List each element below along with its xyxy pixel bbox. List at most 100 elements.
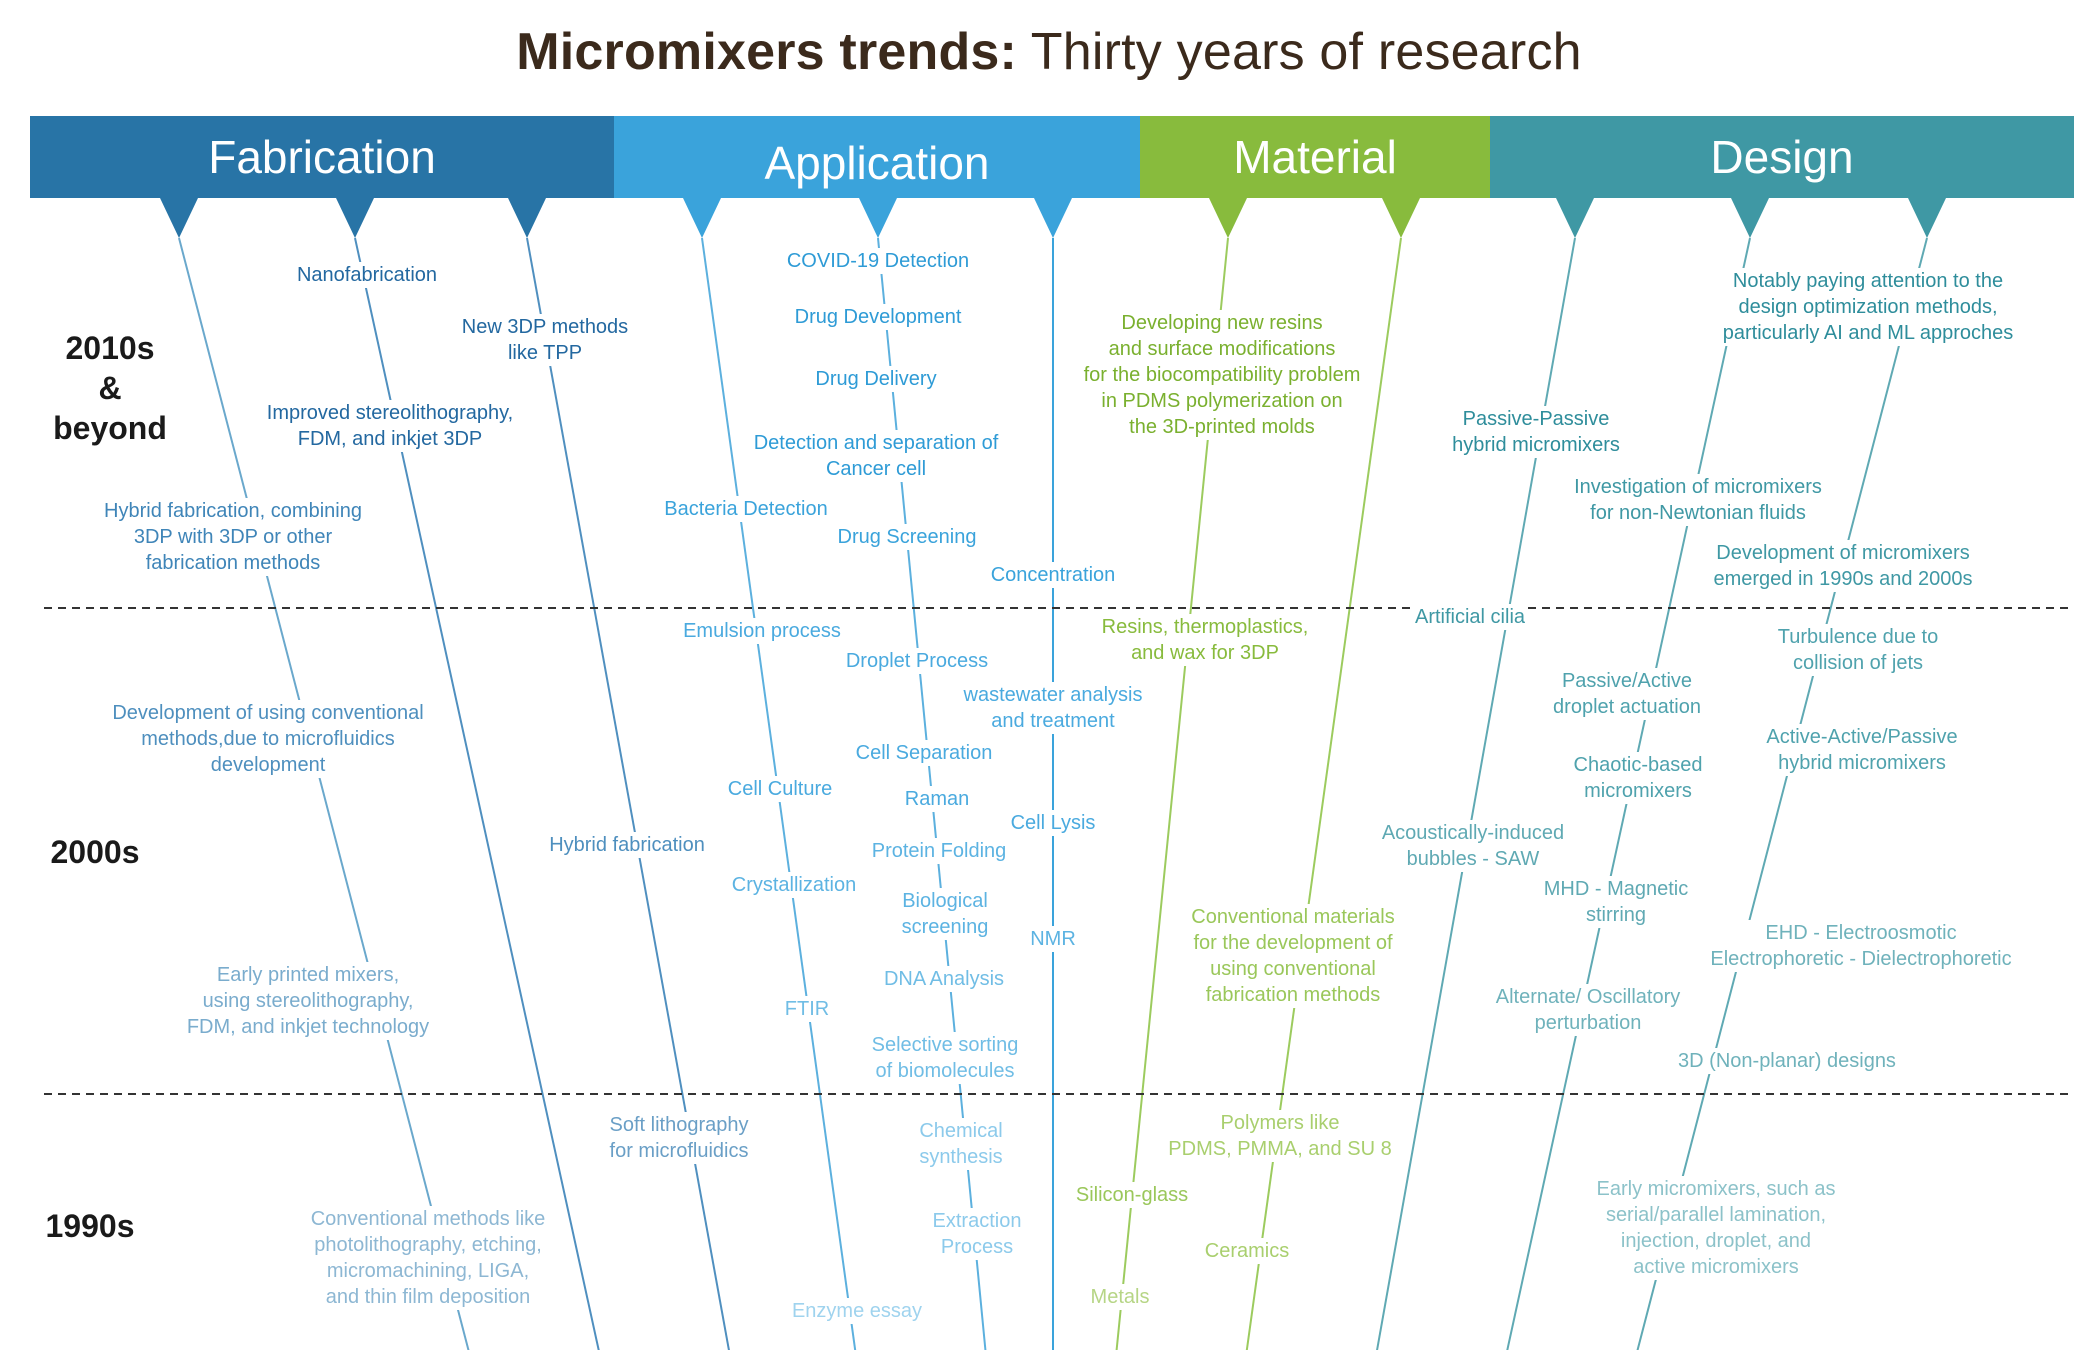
label-covid-detection: COVID-19 Detection	[783, 248, 973, 274]
label-metals-text: Metals	[1090, 1286, 1150, 1308]
label-new-resins-3: for the biocompatibility problem	[1083, 364, 1361, 386]
label-pp-2: hybrid micromixers	[1452, 434, 1620, 456]
label-nmr-text: NMR	[1030, 928, 1076, 950]
label-conv-methods-2: photolithography, etching,	[314, 1234, 542, 1256]
label-early-printed-mixers: Early printed mixers, using stereolithogr…	[183, 962, 433, 1040]
label-turbulence-1: Turbulence due to	[1777, 626, 1939, 648]
pointer-des-3	[1908, 198, 1946, 238]
label-drug-delivery: Drug Delivery	[812, 366, 940, 392]
label-new-3dp-2: like TPP	[507, 342, 583, 364]
label-new-resins-5: the 3D-printed molds	[1129, 416, 1315, 438]
label-raman-text: Raman	[904, 788, 970, 810]
category-label-fabrication: Fabrication	[208, 131, 436, 183]
pointer-fab-2	[336, 198, 374, 238]
label-biological-screening: Biological screening	[898, 888, 992, 940]
label-early-1: Early micromixers, such as	[1596, 1178, 1836, 1200]
label-non-newton-2: for non-Newtonian fluids	[1590, 502, 1806, 524]
label-nanofabrication-text: Nanofabrication	[296, 264, 438, 286]
label-hybrid-combining: Hybrid fabrication, combining 3DP with 3D…	[101, 498, 365, 576]
label-chemical-synthesis: Chemical synthesis	[916, 1118, 1006, 1170]
label-dev-conv-3: development	[210, 754, 326, 776]
label-3d-nonplanar: 3D (Non-planar) designs	[1675, 1048, 1899, 1074]
label-ehd-2: Electrophoretic - Dielectrophoretic	[1710, 948, 2012, 970]
label-silicon-text: Silicon-glass	[1075, 1184, 1189, 1206]
category-band-material: Material	[1140, 116, 1490, 198]
label-cancer-1: Detection and separation of	[753, 432, 999, 454]
label-conv-mat-4: fabrication methods	[1205, 984, 1381, 1006]
label-cell-culture: Cell Culture	[724, 776, 836, 802]
label-mhd-2: stirring	[1585, 904, 1647, 926]
category-band-design: Design	[1490, 116, 2074, 198]
label-raman: Raman	[901, 786, 973, 812]
label-drug-screening: Drug Screening	[834, 524, 980, 550]
label-alternate-1: Alternate/ Oscillatory	[1495, 986, 1681, 1008]
label-conventional-methods: Conventional methods like photolithograph…	[307, 1206, 549, 1310]
label-early-printed-3: FDM, and inkjet technology	[186, 1016, 430, 1038]
label-drug-screen-text: Drug Screening	[837, 526, 977, 548]
pointer-app-1	[683, 198, 721, 238]
label-polymers: Polymers like PDMS, PMMA, and SU 8	[1165, 1110, 1395, 1162]
label-cancer-cell: Detection and separation of Cancer cell	[750, 430, 1002, 482]
label-cell-separation: Cell Separation	[852, 740, 996, 766]
label-ceramics: Ceramics	[1201, 1238, 1293, 1264]
label-early-printed-2: using stereolithography,	[202, 990, 414, 1012]
label-selective-sorting: Selective sorting of biomolecules	[868, 1032, 1022, 1084]
chart-title: Micromixers trends: Thirty years of rese…	[0, 22, 2098, 82]
label-chemical-1: Chemical	[919, 1120, 1003, 1142]
label-bio-screen-2: screening	[901, 916, 989, 938]
label-new-resins-2: and surface modifications	[1108, 338, 1336, 360]
label-conv-methods-4: and thin film deposition	[325, 1286, 531, 1308]
label-early-4: active micromixers	[1633, 1256, 1799, 1278]
label-development-conventional: Development of using conventional methods…	[109, 700, 427, 778]
label-hybrid-text: Hybrid fabrication	[549, 834, 705, 856]
label-saw-2: bubbles - SAW	[1406, 848, 1540, 870]
label-hybrid-comb-1: Hybrid fabrication, combining	[104, 500, 362, 522]
label-conv-mat-3: using conventional	[1210, 958, 1376, 980]
label-wastewater: wastewater analysis and treatment	[960, 682, 1146, 734]
category-band-fabrication: Fabrication	[30, 116, 614, 198]
label-emulsion-process: Emulsion process	[680, 618, 844, 644]
label-enzyme-text: Enzyme essay	[791, 1300, 923, 1322]
label-soft-lithography: Soft lithography for microfluidics	[606, 1112, 752, 1164]
label-mhd: MHD - Magnetic stirring	[1540, 876, 1692, 928]
label-crystallization: Crystallization	[728, 872, 860, 898]
pointer-des-2	[1731, 198, 1769, 238]
label-non-newton-1: Investigation of micromixers	[1574, 476, 1822, 498]
label-nmr: NMR	[1027, 926, 1079, 952]
label-protein-text: Protein Folding	[871, 840, 1007, 862]
label-extraction-process: Extraction Process	[929, 1208, 1025, 1260]
label-ceramics-text: Ceramics	[1204, 1240, 1290, 1262]
label-chemical-2: synthesis	[919, 1146, 1003, 1168]
label-conv-mat-1: Conventional materials	[1191, 906, 1395, 928]
label-alternate-2: perturbation	[1534, 1012, 1642, 1034]
label-artificial-cilia: Artificial cilia	[1411, 604, 1529, 630]
label-ai-ml-1: Notably paying attention to the	[1732, 270, 2004, 292]
label-bio-screen-1: Biological	[902, 890, 988, 912]
label-drug-development: Drug Development	[791, 304, 965, 330]
label-dev-conv-2: methods,due to microfluidics	[141, 728, 395, 750]
label-cilia-text: Artificial cilia	[1414, 606, 1526, 628]
label-soft-litho-1: Soft lithography	[609, 1114, 749, 1136]
label-improved-2: FDM, and inkjet 3DP	[297, 428, 483, 450]
label-new-3dp-1: New 3DP methods	[461, 316, 629, 338]
label-ftir-text: FTIR	[784, 998, 830, 1020]
label-nonplanar-text: 3D (Non-planar) designs	[1678, 1050, 1896, 1072]
label-droplet-process: Droplet Process	[842, 648, 992, 674]
label-active-active-passive: Active-Active/Passive hybrid micromixers	[1763, 724, 1961, 776]
label-cell-lysis-text: Cell Lysis	[1010, 812, 1096, 834]
label-enzyme-essay: Enzyme essay	[788, 1298, 926, 1324]
label-ai-ml-3: particularly AI and ML approches	[1722, 322, 2014, 344]
era-label-2000s: 2000s	[50, 834, 140, 870]
category-label-material: Material	[1233, 131, 1397, 183]
label-hybrid-comb-3: fabrication methods	[145, 552, 321, 574]
label-dna-analysis: DNA Analysis	[880, 966, 1008, 992]
label-mhd-1: MHD - Magnetic	[1543, 878, 1689, 900]
label-crystal-text: Crystallization	[731, 874, 857, 896]
line-fab-1	[178, 237, 470, 1350]
label-selective-1: Selective sorting	[871, 1034, 1019, 1056]
label-dev-90s-2: emerged in 1990s and 2000s	[1713, 568, 1973, 590]
line-mat-2	[1245, 237, 1402, 1350]
label-resins-3dp: Resins, thermoplastics, and wax for 3DP	[1098, 614, 1312, 666]
label-pa-droplet-2: droplet actuation	[1553, 696, 1701, 718]
title-bold: Micromixers trends:	[516, 23, 1018, 81]
